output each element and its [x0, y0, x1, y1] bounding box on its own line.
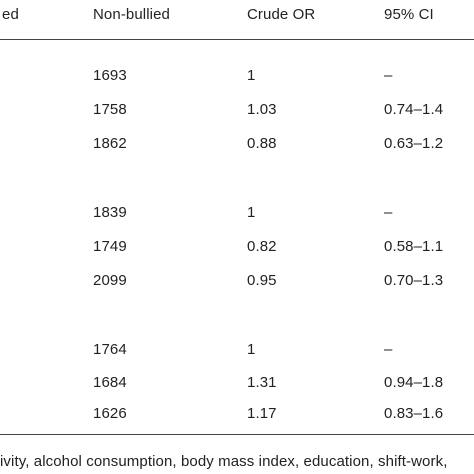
cell-non-bullied: 1862	[93, 135, 127, 152]
cell-crude-or: 0.82	[247, 238, 277, 255]
cell-non-bullied: 1626	[93, 405, 127, 422]
cell-crude-or: 1	[247, 341, 256, 358]
cell-non-bullied: 1693	[93, 67, 127, 84]
cell-ci: –	[384, 204, 393, 221]
header-bullied: ed	[2, 6, 19, 23]
cell-ci: –	[384, 341, 393, 358]
table-footnote: ivity, alcohol consumption, body mass in…	[0, 453, 448, 470]
cell-non-bullied: 1758	[93, 101, 127, 118]
cell-crude-or: 1.31	[247, 374, 277, 391]
cell-ci: 0.94–1.8	[384, 374, 444, 391]
cell-ci: 0.70–1.3	[384, 272, 444, 289]
bottom-rule	[0, 434, 474, 435]
cell-crude-or: 1	[247, 67, 256, 84]
cell-crude-or: 0.95	[247, 272, 277, 289]
cell-non-bullied: 1749	[93, 238, 127, 255]
header-non-bullied: Non-bullied	[93, 6, 170, 23]
cell-ci: –	[384, 67, 393, 84]
cell-ci: 0.58–1.1	[384, 238, 444, 255]
cell-ci: 0.74–1.4	[384, 101, 444, 118]
cell-non-bullied: 1684	[93, 374, 127, 391]
cell-crude-or: 1	[247, 204, 256, 221]
cell-non-bullied: 1764	[93, 341, 127, 358]
cell-crude-or: 1.03	[247, 101, 277, 118]
cell-crude-or: 1.17	[247, 405, 277, 422]
cell-non-bullied: 1839	[93, 204, 127, 221]
header-rule	[0, 39, 474, 40]
header-95-ci: 95% CI	[384, 6, 434, 23]
cell-ci: 0.63–1.2	[384, 135, 444, 152]
cell-ci: 0.83–1.6	[384, 405, 444, 422]
cell-crude-or: 0.88	[247, 135, 277, 152]
cell-non-bullied: 2099	[93, 272, 127, 289]
header-crude-or: Crude OR	[247, 6, 316, 23]
